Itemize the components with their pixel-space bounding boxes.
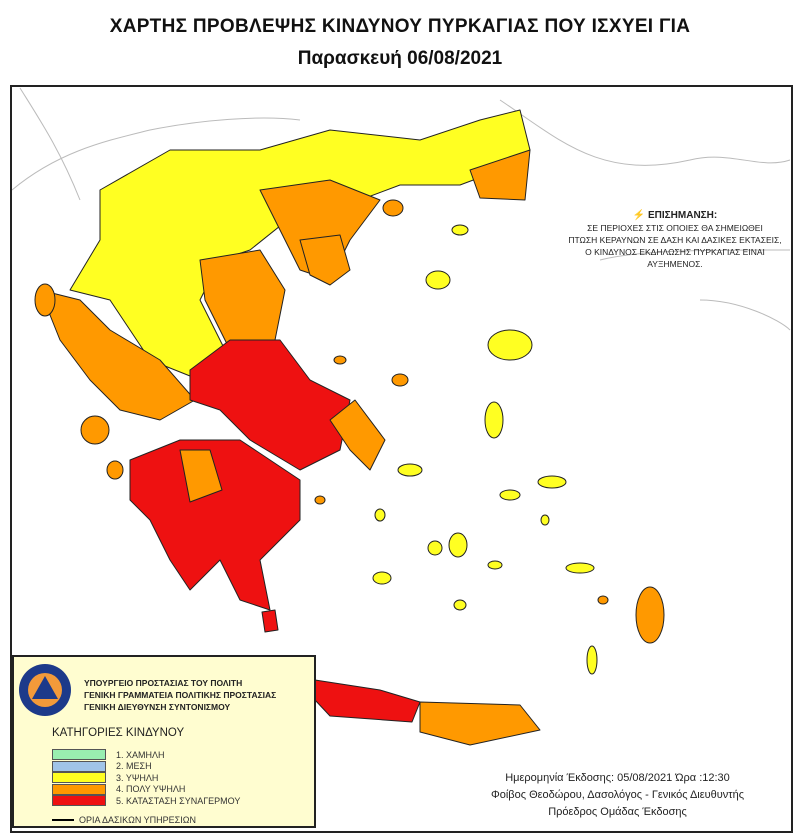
island-ikaria xyxy=(499,489,521,501)
region-crete-east-very-high xyxy=(419,701,541,746)
swatch xyxy=(52,749,106,761)
categories-title: ΚΑΤΗΓΟΡΙΕΣ ΚΙΝΔΥΝΟΥ xyxy=(52,727,185,739)
legend-item-medium: 2. ΜΕΣΗ xyxy=(52,760,240,773)
neighbor-borders xyxy=(11,87,791,331)
island-amorgos xyxy=(487,560,503,570)
legend-label: 5. ΚΑΤΑΣΤΑΣΗ ΣΥΝΑΓΕΡΜΟΥ xyxy=(116,795,241,806)
island-chios xyxy=(484,401,504,439)
region-west-very-high xyxy=(39,289,196,421)
forecast-date: Παρασκευή 06/08/2021 xyxy=(297,48,503,69)
legend-box: ΥΠΟΥΡΓΕΙΟ ΠΡΟΣΤΑΣΙΑΣ ΤΟΥ ΠΟΛΙΤΗ ΓΕΝΙΚΗ Γ… xyxy=(12,655,316,828)
legend-label: 1. ΧΑΜΗΛΗ xyxy=(116,749,165,760)
ministry-block: ΥΠΟΥΡΓΕΙΟ ΠΡΟΣΤΑΣΙΑΣ ΤΟΥ ΠΟΛΙΤΗ ΓΕΝΙΚΗ Γ… xyxy=(84,677,276,713)
legend-item-very-high: 4. ΠΟΛΥ ΥΨΗΛΗ xyxy=(52,783,240,796)
issue-date: Ημερομηνία Έκδοσης: 05/08/2021 Ώρα :12:3… xyxy=(505,772,730,784)
island-aegina xyxy=(314,495,326,505)
island-kasos xyxy=(597,595,609,605)
notice-heading: ΕΠΙΣΗΜΑΝΣΗ: xyxy=(648,210,718,221)
island-thassos xyxy=(382,199,404,217)
island-samos xyxy=(537,475,567,489)
island-leros xyxy=(540,514,550,526)
swatch xyxy=(52,772,106,784)
region-peloponnese-alarm xyxy=(129,439,301,611)
island-rhodes xyxy=(635,586,665,644)
island-santorini xyxy=(453,599,467,611)
island-naxos xyxy=(448,532,468,558)
category-list: 1. ΧΑΜΗΛΗ 2. ΜΕΣΗ 3. ΥΨΗΛΗ 4. ΠΟΛΥ ΥΨΗΛΗ… xyxy=(52,749,240,807)
island-paros xyxy=(427,540,443,556)
region-kythera-alarm xyxy=(261,609,279,633)
island-lesvos xyxy=(487,329,533,361)
island-corfu xyxy=(34,283,56,317)
legend-border-item: ΟΡΙΑ ΔΑΣΙΚΩΝ ΥΠΗΡΕΣΙΩΝ xyxy=(52,815,196,825)
lightning-icon: ⚡ xyxy=(632,210,646,221)
ministry-line: ΓΕΝΙΚΗ ΔΙΕΥΘΥΝΣΗ ΣΥΝΤΟΝΙΣΜΟΥ xyxy=(84,702,231,712)
legend-label: 4. ΠΟΛΥ ΥΨΗΛΗ xyxy=(116,784,186,795)
line-swatch xyxy=(52,819,74,821)
issue-role: Πρόεδρος Ομάδας Έκδοσης xyxy=(548,806,687,818)
map-title: ΧΑΡΤΗΣ ΠΡΟΒΛΕΨΗΣ ΚΙΝΔΥΝΟΥ ΠΥΡΚΑΓΙΑΣ ΠΟΥ … xyxy=(109,16,691,37)
island-karpathos xyxy=(586,645,598,675)
civil-protection-logo xyxy=(19,664,71,716)
island-andros xyxy=(397,463,423,477)
notice-line: ΠΤΩΣΗ ΚΕΡΑΥΝΩΝ ΣΕ ΔΑΣΗ ΚΑΙ ΔΑΣΙΚΕΣ ΕΚΤΑΣ… xyxy=(568,235,782,245)
region-arcadia-very-high xyxy=(179,449,223,503)
island-skiathos xyxy=(333,355,347,365)
island-kos xyxy=(565,562,595,574)
ministry-line: ΥΠΟΥΡΓΕΙΟ ΠΡΟΣΤΑΣΙΑΣ ΤΟΥ ΠΟΛΙΤΗ xyxy=(84,678,243,688)
region-central-alarm xyxy=(189,339,351,471)
region-thrace-very-high xyxy=(469,149,531,201)
legend-label: 3. ΥΨΗΛΗ xyxy=(116,772,159,783)
legend-item-low: 1. ΧΑΜΗΛΗ xyxy=(52,749,240,761)
legend-item-alarm: 5. ΚΑΤΑΣΤΑΣΗ ΣΥΝΑΓΕΡΜΟΥ xyxy=(52,795,240,807)
legend-item-high: 3. ΥΨΗΛΗ xyxy=(52,772,240,784)
ministry-line: ΓΕΝΙΚΗ ΓΡΑΜΜΑΤΕΙΑ ΠΟΛΙΤΙΚΗΣ ΠΡΟΣΤΑΣΙΑΣ xyxy=(84,690,277,700)
legend-label: ΟΡΙΑ ΔΑΣΙΚΩΝ ΥΠΗΡΕΣΙΩΝ xyxy=(79,815,196,825)
issue-info: Ημερομηνία Έκδοσης: 05/08/2021 Ώρα :12:3… xyxy=(445,770,790,821)
island-zakynthos xyxy=(106,460,124,480)
island-kefalonia xyxy=(80,415,110,445)
notice-line: Ο ΚΙΝΔΥΝΟΣ ΕΚΔΗΛΩΣΗΣ ΠΥΡΚΑΓΙΑΣ ΕΙΝΑΙ ΑΥΞ… xyxy=(585,247,765,269)
island-skyros xyxy=(391,373,409,387)
notice-line: ΣΕ ΠΕΡΙΟΧΕΣ ΣΤΙΣ ΟΠΟΙΕΣ ΘΑ ΣΗΜΕΙΩΘΕΙ xyxy=(587,223,763,233)
island-milos xyxy=(372,571,392,585)
issue-author: Φοίβος Θεοδώρου, Δασολόγος - Γενικός Διε… xyxy=(490,789,745,801)
swatch xyxy=(52,760,106,772)
island-kythnos xyxy=(374,508,386,522)
lightning-notice: ⚡ ΕΠΙΣΗΜΑΝΣΗ: ΣΕ ΠΕΡΙΟΧΕΣ ΣΤΙΣ ΟΠΟΙΕΣ ΘΑ… xyxy=(560,210,790,270)
legend-label: 2. ΜΕΣΗ xyxy=(116,761,152,772)
region-chalkidiki-very-high xyxy=(299,234,351,286)
region-euboea-very-high xyxy=(329,399,386,471)
map-frame xyxy=(10,85,793,833)
swatch xyxy=(52,795,106,807)
swatch xyxy=(52,783,106,795)
island-samothraki xyxy=(451,224,469,236)
island-limnos xyxy=(425,270,451,290)
